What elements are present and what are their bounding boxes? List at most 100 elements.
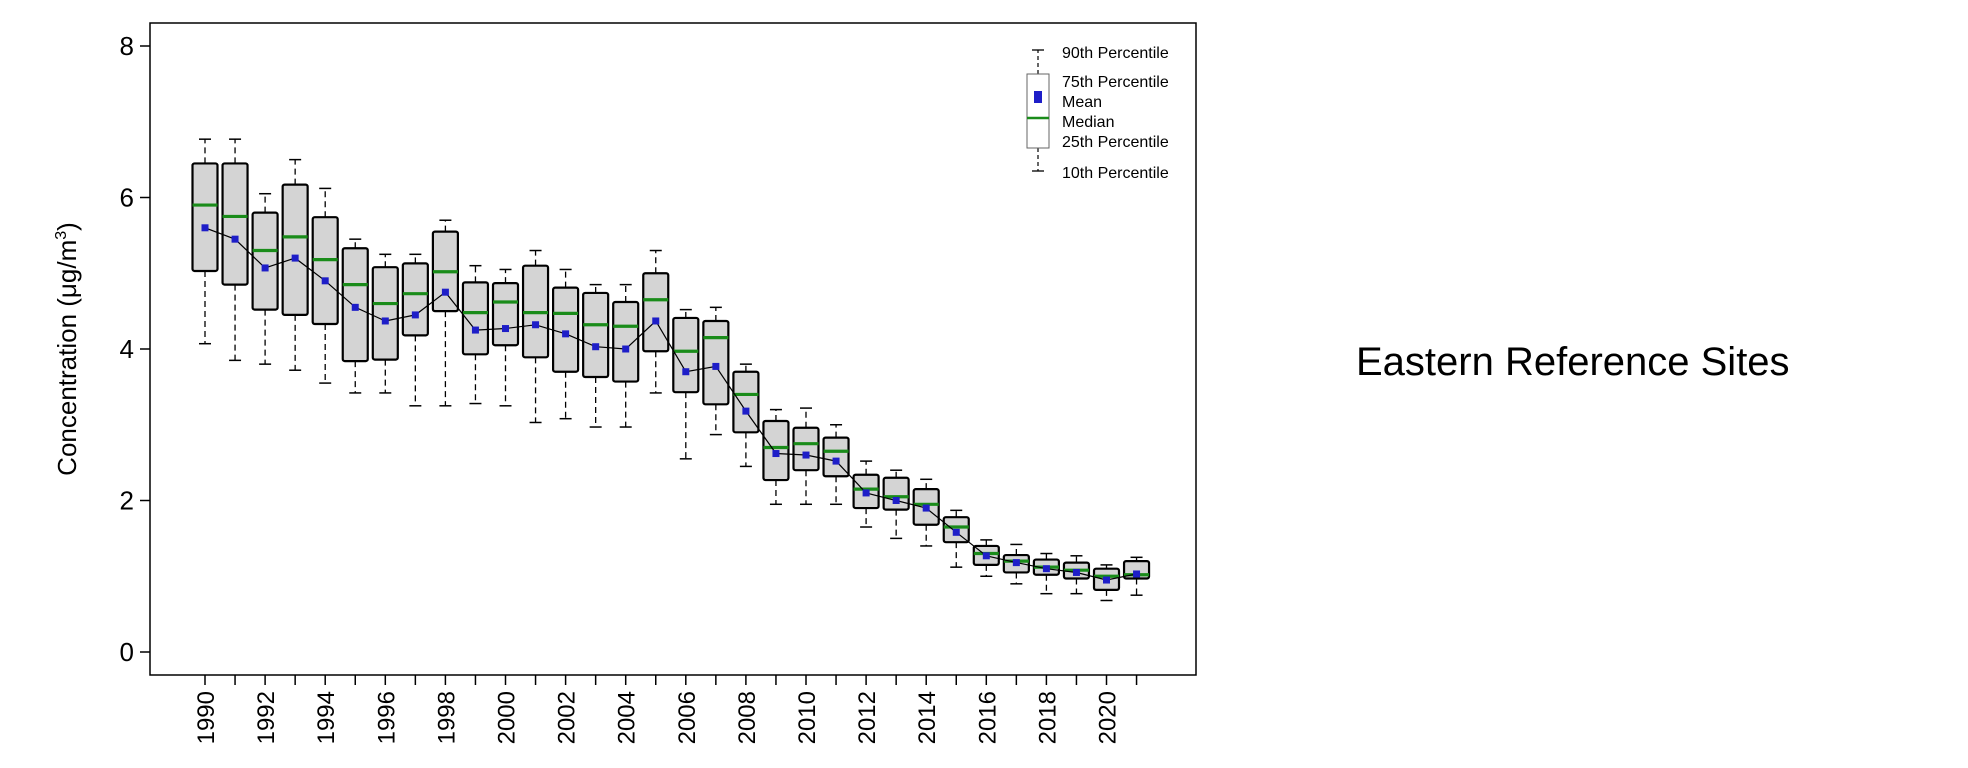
iqr-box [792, 426, 820, 472]
legend-mean-marker [1034, 91, 1042, 103]
mean-marker-2005 [652, 317, 660, 325]
mean-marker-2002 [562, 330, 570, 338]
box-1994 [311, 187, 339, 384]
iqr-box [461, 281, 490, 356]
mean-marker-2017 [1012, 559, 1020, 567]
x-axis: 1990 1992 1994 1996 1998 2000 2002 2004 2006 2008… [193, 675, 1138, 744]
legend-label-mean: Mean [1062, 94, 1102, 111]
y-tick-label: 4 [120, 334, 134, 364]
box-2003 [582, 283, 610, 428]
x-tick-label: 2008 [734, 691, 761, 744]
mean-marker-2012 [862, 489, 870, 497]
y-tick-label: 6 [120, 183, 134, 213]
side-title: Eastern Reference Sites [1356, 340, 1790, 384]
mean-marker-2003 [592, 343, 600, 351]
x-tick-label: 1996 [373, 691, 400, 744]
mean-marker-2001 [532, 321, 540, 329]
box-2018 [1032, 552, 1061, 595]
box-2007 [702, 306, 730, 436]
boxes [191, 138, 1151, 602]
box-2006 [672, 308, 700, 460]
mean-trend-line [204, 227, 1137, 581]
box-2010 [792, 407, 820, 506]
legend: 90th Percentile 75th Percentile Mean Median… [1026, 45, 1169, 182]
mean-marker-1991 [231, 235, 239, 243]
iqr-box [612, 300, 640, 383]
x-tick-label: 2014 [914, 691, 941, 744]
legend-label-median: Median [1062, 114, 1114, 131]
mean-marker-1990 [201, 224, 209, 232]
x-tick-label: 1994 [313, 691, 340, 744]
legend-label-p75: 75th Percentile [1062, 74, 1169, 91]
mean-marker-2008 [742, 407, 750, 415]
y-tick-label: 2 [120, 486, 134, 516]
x-tick-label: 2018 [1034, 691, 1061, 744]
x-tick-label: 2020 [1095, 691, 1122, 744]
iqr-box [732, 370, 760, 434]
mean-marker-2010 [802, 451, 810, 459]
iqr-box [191, 162, 219, 273]
box-2004 [612, 283, 640, 428]
x-tick-label: 1998 [433, 691, 460, 744]
y-axis-label-mu: μ [52, 283, 82, 298]
mean-marker-2006 [682, 368, 690, 376]
iqr-box [702, 319, 730, 406]
mean-marker-2004 [622, 345, 630, 353]
mean-marker-2015 [952, 528, 960, 536]
box-1998 [431, 219, 459, 407]
mean-marker-1999 [471, 326, 479, 334]
iqr-box [582, 291, 610, 379]
mean-marker-2020 [1103, 576, 1110, 584]
mean-marker-1994 [321, 277, 329, 285]
y-axis-label: Concentration (μg/m3) [52, 222, 82, 476]
iqr-box [551, 286, 580, 373]
box-1991 [221, 138, 249, 362]
box-1992 [251, 192, 279, 365]
iqr-box [281, 183, 309, 317]
mean-marker-2018 [1042, 565, 1050, 573]
mean-marker-2000 [502, 325, 509, 333]
legend-label-p90: 90th Percentile [1062, 45, 1169, 62]
mean-marker-2014 [922, 504, 930, 512]
box-1990 [191, 138, 219, 345]
y-axis: 0 2 4 6 8 [120, 31, 150, 667]
iqr-box [822, 436, 850, 478]
legend-label-p25: 25th Percentile [1062, 134, 1169, 151]
x-tick-label: 1992 [253, 691, 280, 744]
x-tick-label: 2002 [554, 691, 581, 744]
iqr-box [882, 476, 910, 511]
x-tick-label: 2010 [794, 691, 821, 744]
box-1993 [281, 158, 309, 371]
mean-marker-1997 [411, 311, 419, 319]
iqr-box [311, 216, 339, 326]
iqr-box [642, 272, 670, 353]
iqr-box [221, 162, 249, 286]
iqr-box [371, 266, 399, 361]
mean-marker-1996 [381, 317, 389, 325]
x-tick-label: 1990 [193, 691, 220, 744]
y-axis-label-main: Concentration ( [52, 298, 82, 476]
x-tick-label: 2006 [674, 691, 701, 744]
mean-series [201, 224, 1141, 584]
mean-marker-2013 [892, 497, 900, 504]
y-axis-label-close: ) [52, 222, 82, 231]
mean-marker-1993 [291, 254, 299, 262]
box-2011 [822, 424, 850, 506]
mean-marker-2009 [772, 450, 780, 458]
x-tick-label: 2012 [854, 691, 881, 744]
mean-marker-2011 [832, 457, 840, 465]
mean-marker-1995 [351, 303, 359, 311]
legend-label-p10: 10th Percentile [1062, 165, 1169, 182]
box-1996 [371, 253, 399, 394]
box-2000 [491, 268, 520, 407]
mean-marker-2016 [982, 552, 990, 560]
mean-marker-2007 [712, 362, 720, 370]
y-tick-label: 0 [120, 637, 134, 667]
x-tick-label: 2016 [974, 691, 1001, 744]
box-2021 [1122, 556, 1151, 596]
box-2001 [521, 249, 550, 424]
legend-box [1026, 73, 1050, 149]
mean-marker-1998 [441, 288, 449, 296]
iqr-box [401, 262, 429, 337]
mean-marker-2021 [1133, 570, 1141, 578]
